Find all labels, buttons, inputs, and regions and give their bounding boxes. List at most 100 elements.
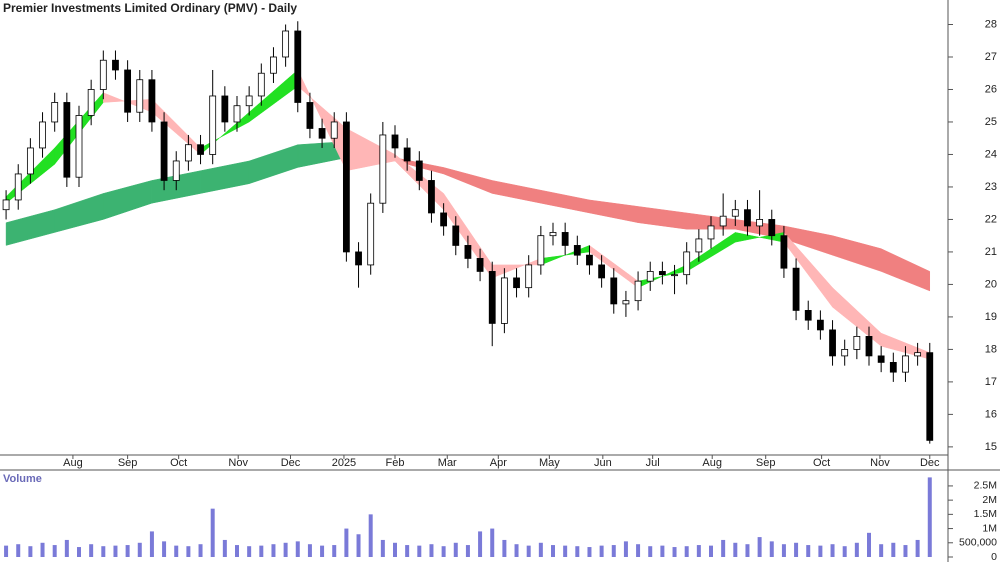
x-tick-label: 2025 xyxy=(332,457,356,469)
volume-bar xyxy=(745,544,750,557)
candle-body xyxy=(488,271,496,324)
candle-body xyxy=(500,277,508,324)
y-tick-label: 25 xyxy=(985,116,997,128)
x-tick-label: Oct xyxy=(170,457,187,469)
candle-body xyxy=(634,280,642,302)
candle-body xyxy=(294,30,302,103)
candle-body xyxy=(270,56,277,74)
volume-bar xyxy=(16,544,21,557)
candle-body xyxy=(367,202,375,266)
candle-body xyxy=(719,215,727,227)
chart-title: Premier Investments Limited Ordinary (PM… xyxy=(3,1,297,15)
y-tick-label: 23 xyxy=(985,181,997,193)
candle-body xyxy=(112,59,119,71)
volume-bar xyxy=(89,544,94,557)
x-tick-label: Jun xyxy=(594,457,612,469)
candle-body xyxy=(355,251,362,266)
candle-body xyxy=(282,30,290,58)
x-tick-label: Aug xyxy=(702,457,722,469)
candle-body xyxy=(865,336,873,357)
y-tick-label: 28 xyxy=(985,18,997,30)
candle-body xyxy=(75,115,83,178)
x-tick-label: Nov xyxy=(870,457,890,469)
y-tick-label: 21 xyxy=(985,246,997,258)
volume-bar xyxy=(623,541,628,557)
y-tick-label: 27 xyxy=(985,51,997,63)
volume-tick-label: 500,000 xyxy=(959,537,997,549)
candle-body xyxy=(2,199,10,211)
volume-bar xyxy=(757,537,762,557)
volume-bar xyxy=(648,546,653,557)
candle-body xyxy=(87,89,95,116)
volume-bar xyxy=(259,545,264,557)
x-tick-label: Feb xyxy=(386,457,405,469)
x-tick-label: Jul xyxy=(646,457,660,469)
volume-tick-label: 1.5M xyxy=(974,508,997,520)
candle-body xyxy=(683,251,691,276)
volume-bar xyxy=(502,539,507,557)
candle-body xyxy=(342,121,350,253)
candle-body xyxy=(573,245,581,256)
ribbon-segment xyxy=(103,180,153,220)
volume-bar xyxy=(453,542,458,557)
candle-body xyxy=(415,160,423,181)
candle-body xyxy=(26,147,34,175)
volume-bar xyxy=(125,545,130,557)
volume-bar xyxy=(356,534,361,557)
volume-bar xyxy=(149,531,154,557)
candle-body xyxy=(646,271,654,282)
candle-body xyxy=(658,271,666,276)
volume-bar xyxy=(283,542,288,557)
ribbon-segment xyxy=(880,248,931,292)
candle-body xyxy=(926,352,934,441)
candle-body xyxy=(39,121,46,149)
volume-bar xyxy=(854,542,859,557)
candle-body xyxy=(902,355,909,373)
candle-body xyxy=(440,212,448,227)
x-tick-label: Dec xyxy=(920,457,940,469)
y-tick-label: 17 xyxy=(985,376,997,388)
candle-body xyxy=(221,95,229,123)
volume-bar xyxy=(526,545,531,557)
candle-body xyxy=(792,267,800,311)
volume-bar xyxy=(235,545,239,557)
candle-body xyxy=(816,319,824,331)
candle-body xyxy=(306,102,314,129)
volume-bar xyxy=(903,545,908,557)
volume-bar xyxy=(162,541,167,557)
candle-body xyxy=(598,264,606,279)
volume-bar xyxy=(806,545,811,557)
candle-body xyxy=(622,300,630,305)
y-tick-label: 20 xyxy=(985,278,997,290)
volume-bar xyxy=(52,545,57,557)
candle-body xyxy=(829,329,836,357)
volume-bar xyxy=(247,546,252,557)
volume-bar xyxy=(684,546,689,557)
volume-bar xyxy=(709,545,713,557)
candle-body xyxy=(245,95,253,107)
volume-bar xyxy=(137,542,142,557)
volume-bar xyxy=(660,545,665,557)
candle-body xyxy=(172,160,180,181)
ribbon-segment xyxy=(151,98,201,156)
volume-bar xyxy=(599,545,604,557)
ribbon-segment xyxy=(832,235,882,272)
candle-body xyxy=(804,310,812,321)
y-tick-label: 24 xyxy=(985,148,997,160)
candle-body xyxy=(51,102,59,123)
y-tick-label: 15 xyxy=(985,441,997,453)
candle-body xyxy=(549,232,557,237)
candle-body xyxy=(768,219,776,237)
volume-bar xyxy=(891,542,896,557)
candle-body xyxy=(610,277,618,305)
candle-body xyxy=(184,144,192,162)
volume-bar xyxy=(478,531,483,557)
ribbon-segment xyxy=(637,206,687,230)
volume-bar xyxy=(441,546,446,557)
ribbon-segment xyxy=(491,180,542,204)
volume-bar xyxy=(210,508,215,557)
candle-body xyxy=(853,336,861,350)
candle-body xyxy=(889,362,897,373)
volume-bar xyxy=(721,539,726,557)
